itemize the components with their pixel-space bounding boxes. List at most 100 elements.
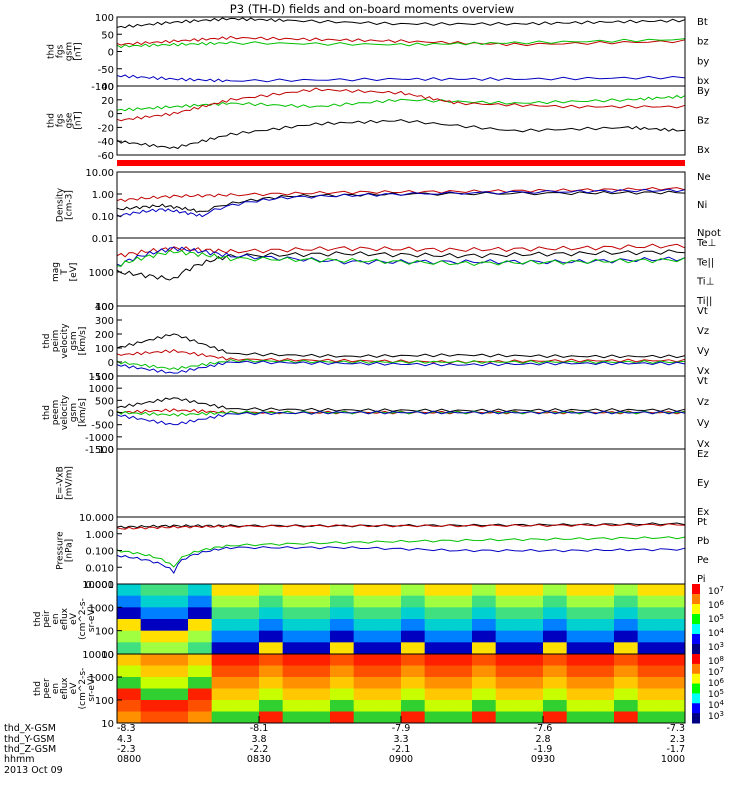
legend-by: by — [697, 56, 709, 67]
heatmap-cell — [424, 619, 449, 632]
panel-pressure: Pt Pb Pe Pi 10.000 1.000 0.100 0.010 0.001 Pressu… — [56, 513, 710, 591]
heatmap-cell — [448, 595, 473, 608]
heatmap-cell — [424, 654, 449, 666]
heatmap-cell — [140, 654, 165, 666]
legend-Vy: Vy — [697, 346, 710, 357]
heatmap-cell — [401, 630, 426, 643]
heatmap-cell — [661, 654, 686, 666]
heatmap-cell — [330, 688, 355, 701]
series-line-Te|| — [116, 249, 686, 281]
legend-Vz: Vz — [697, 326, 709, 337]
heatmap-cell — [117, 665, 142, 678]
heatmap-cell — [566, 688, 591, 701]
heatmap-cell — [353, 665, 378, 678]
colorbar-label: 103 — [708, 641, 724, 653]
heatmap-cell — [472, 642, 497, 655]
footer-value-z: -1.9 — [534, 744, 553, 755]
heatmap-cell — [637, 700, 662, 712]
series-line-Vx — [116, 360, 686, 374]
heatmap-cell — [472, 584, 497, 597]
heatmap-cell — [543, 607, 568, 620]
heatmap-cell — [211, 654, 236, 666]
heatmap-cell — [235, 642, 260, 655]
y-tick-label: 1.00 — [92, 190, 114, 201]
y-label-line: T — [60, 269, 70, 276]
heatmap-cell — [235, 630, 260, 643]
footer-value-t: 0930 — [531, 754, 555, 765]
legend-Ex: Ex — [697, 507, 709, 518]
panel-frame — [116, 85, 686, 156]
heatmap-cell — [259, 630, 284, 643]
heatmap-cell — [211, 595, 236, 608]
heatmap-cell — [566, 630, 591, 643]
heatmap-cell — [566, 665, 591, 678]
y-label-line: fgs — [56, 44, 66, 58]
heatmap-cell — [164, 677, 189, 689]
heatmap-cell — [188, 654, 213, 666]
legend-Bt: Bt — [697, 17, 708, 28]
heatmap-cell — [495, 700, 520, 712]
y-label-line: Density — [56, 187, 66, 222]
y-label-line: peer — [42, 678, 52, 699]
y-label-line: peim — [51, 330, 61, 353]
heatmap-cell — [566, 595, 591, 608]
y-tick-label: -20 — [98, 123, 114, 134]
y-label-line: [km/s] — [78, 327, 88, 356]
legend-Pi: Pi — [697, 574, 706, 585]
y-tick-label: 0.001 — [85, 580, 114, 591]
y-tick-label: 100 — [95, 13, 114, 24]
heatmap-cell — [543, 677, 568, 689]
heatmap-cell — [661, 630, 686, 643]
heatmap-cell — [282, 688, 307, 701]
footer-value-t: 0830 — [247, 754, 271, 765]
footer-value-y: 2.8 — [535, 734, 550, 745]
heatmap-cell — [377, 607, 402, 620]
y-label-line: peem — [51, 400, 61, 426]
y-tick-label: 0 — [108, 409, 114, 420]
colorbar-label: 106 — [708, 599, 724, 611]
panel-frame — [116, 171, 686, 239]
heatmap-cell — [472, 654, 497, 666]
footer-value-x: -7.6 — [534, 723, 553, 734]
heatmap-cell — [401, 607, 426, 620]
heatmap-cell — [188, 607, 213, 620]
heatmap-cell — [424, 642, 449, 655]
heatmap-cell — [495, 607, 520, 620]
heatmap-cell — [661, 607, 686, 620]
heatmap-cell — [472, 700, 497, 712]
legend-Bz: Bz — [697, 116, 709, 127]
y-tick-label: -50 — [98, 65, 114, 76]
heatmap-cell — [566, 619, 591, 632]
heatmap-cell — [401, 584, 426, 597]
series-line-Ti|| — [116, 249, 686, 267]
colorbar: 107 106 105 104 103 — [692, 584, 724, 655]
y-label-line: [cm-3] — [65, 190, 75, 220]
heatmap-cell — [495, 665, 520, 678]
heatmap-cell — [282, 595, 307, 608]
y-tick-label: -1500 — [85, 445, 114, 456]
heatmap-cell — [661, 595, 686, 608]
heatmap-cell — [519, 654, 544, 666]
footer-row-label: thd_Z-GSM — [4, 744, 56, 755]
heatmap-cell — [401, 700, 426, 712]
heatmap-cell — [448, 700, 473, 712]
heatmap-cell — [140, 619, 165, 632]
heatmap-cell — [590, 700, 615, 712]
y-tick-label: 0 — [108, 358, 114, 369]
footer-value-z: -2.1 — [392, 744, 411, 755]
heatmap-cell — [259, 654, 284, 666]
y-axis-label: thd peir en eflux eV (cm^2-s-sr-eV) — [33, 598, 97, 640]
y-label-line: gsm — [65, 42, 75, 61]
heatmap-cell — [448, 654, 473, 666]
heatmap-cell — [330, 584, 355, 597]
y-label-line: eflux — [60, 677, 70, 700]
series-line-Pt — [116, 522, 686, 529]
panel-fgs-gsm: Bt bz by bx 100 50 0 -50 -100 thd fgs gsm [nT] — [47, 13, 710, 93]
y-label-line: peir — [42, 610, 52, 628]
heatmap-cell — [590, 677, 615, 689]
heatmap-cell — [590, 619, 615, 632]
heatmap-cell — [117, 688, 142, 701]
heatmap-cell — [448, 677, 473, 689]
